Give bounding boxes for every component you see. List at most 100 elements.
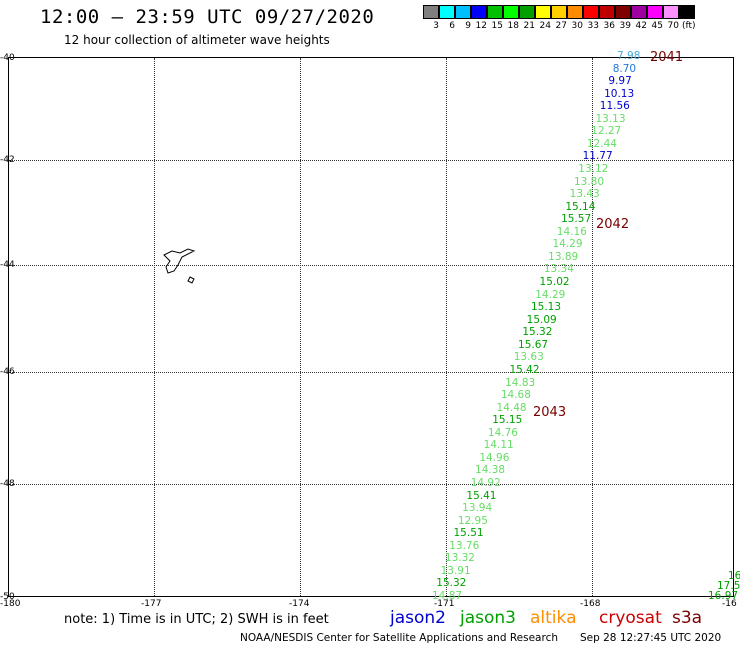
legend-entry-s3a: s3a [672, 608, 703, 628]
wave-height-value: 13.12 [578, 163, 609, 176]
colorbar-swatch [471, 5, 487, 19]
wave-height-value: 13.32 [444, 552, 475, 565]
wave-height-value: 14.48 [496, 401, 527, 414]
wave-height-value: 12.27 [591, 125, 622, 138]
colorbar-tick-label: 27 [555, 21, 567, 31]
wave-height-value: 15.57 [561, 213, 592, 226]
wave-height-value: 13.89 [548, 250, 579, 263]
wave-height-value: 13.43 [569, 188, 600, 201]
pass-number-label: 2042 [596, 217, 630, 232]
wave-height-value: 14.68 [500, 389, 531, 402]
colorbar-tick-label: 15 [491, 21, 503, 31]
wave-height-value: 15.02 [539, 276, 570, 289]
colorbar-swatch [679, 5, 695, 19]
colorbar-tick-label: 36 [603, 21, 615, 31]
latitude-label: -50 [0, 592, 15, 602]
wave-height-value: 15.09 [526, 313, 557, 326]
colorbar-tick-label: 42 [635, 21, 647, 31]
pass-number-label: 2041 [650, 50, 684, 65]
longitude-label: -174 [289, 599, 310, 609]
colorbar-swatch [487, 5, 503, 19]
colorbar-tick-label: 18 [507, 21, 519, 31]
wave-height-value: 11.77 [582, 150, 613, 163]
page-title: 12:00 – 23:59 UTC 09/27/2020 [40, 6, 375, 28]
wave-height-value: 13.80 [573, 175, 605, 188]
wave-height-value: 13.34 [543, 263, 574, 276]
wave-height-value: 14.96 [479, 451, 510, 464]
colorbar-swatch [535, 5, 551, 19]
colorbar-swatch [503, 5, 519, 19]
colorbar-swatch [647, 5, 663, 19]
latitude-label: -42 [0, 155, 15, 165]
colorbar-unit: (ft) [682, 21, 696, 31]
colorbar-swatches [423, 5, 696, 19]
wave-height-value: 12.95 [457, 514, 488, 527]
longitude-label: -16 [722, 599, 737, 609]
colorbar-tick-label: 9 [465, 21, 471, 31]
wave-height-value: 11.56 [599, 100, 630, 113]
wave-height-value: 16.97 [708, 590, 739, 602]
island-outline [158, 243, 200, 293]
colorbar-swatch [599, 5, 615, 19]
timestamp-text: Sep 28 12:27:45 UTC 2020 [580, 632, 722, 644]
colorbar-tick-label: 39 [619, 21, 631, 31]
wave-height-value: 15.13 [530, 301, 562, 314]
wave-height-value: 15.32 [436, 577, 467, 590]
colorbar-tick-label: 24 [539, 21, 551, 31]
colorbar-swatch [567, 5, 583, 19]
colorbar-tick-label: 6 [449, 21, 455, 31]
wave-height-value: 12.44 [586, 137, 617, 150]
colorbar-swatch [455, 5, 471, 19]
legend-entry-jason3: jason3 [460, 608, 516, 628]
wave-height-value: 14.87 [432, 590, 463, 602]
wave-height-value: 15.14 [565, 200, 596, 213]
colorbar-swatch [583, 5, 599, 19]
wave-height-value: 17.5 [717, 580, 740, 592]
wave-height-value: 14.92 [470, 476, 501, 489]
wave-height-value: 14.29 [552, 238, 583, 251]
grid-meridian [300, 58, 301, 596]
colorbar-swatch [631, 5, 647, 19]
grid-meridian [446, 58, 447, 596]
wave-height-value: 10.13 [604, 87, 635, 100]
credit-text: NOAA/NESDIS Center for Satellite Applica… [240, 632, 558, 644]
colorbar-tick-label: 30 [571, 21, 583, 31]
latitude-label: -48 [0, 479, 15, 489]
wave-height-value: 14.76 [487, 426, 518, 439]
wave-height-value: 15.32 [522, 326, 553, 339]
latitude-label: -46 [0, 367, 15, 377]
wave-height-value: 13.91 [440, 564, 471, 577]
wave-height-value: 15.42 [509, 363, 540, 376]
latitude-label: -40 [0, 53, 15, 63]
wave-height-value: 15.15 [492, 414, 523, 427]
longitude-label: -180 [0, 599, 21, 609]
wave-height-value: 13.63 [513, 351, 544, 364]
grid-parallel [9, 484, 733, 485]
wave-height-value: 16 [728, 570, 740, 582]
colorbar-swatch [423, 5, 439, 19]
longitude-label: -171 [434, 599, 455, 609]
grid-parallel [9, 160, 733, 161]
map-panel [8, 57, 734, 597]
wave-height-value: 14.16 [556, 225, 587, 238]
colorbar-tick-label: 70 [667, 21, 679, 31]
latitude-label: -44 [0, 260, 15, 270]
wave-height-value: 14.29 [535, 288, 566, 301]
wave-height-value: 9.97 [608, 75, 632, 88]
colorbar-tick-label: 21 [523, 21, 535, 31]
wave-height-value: 15.67 [518, 338, 549, 351]
longitude-label: -177 [141, 599, 162, 609]
units-note: note: 1) Time is in UTC; 2) SWH is in fe… [64, 612, 329, 627]
pass-number-label: 2043 [533, 405, 567, 420]
wave-height-value: 14.83 [505, 376, 536, 389]
longitude-label: -168 [580, 599, 601, 609]
wave-height-value: 15.51 [453, 527, 484, 540]
wave-height-value: 13.76 [449, 539, 480, 552]
colorbar-swatch [519, 5, 535, 19]
colorbar-tick-label: 45 [651, 21, 663, 31]
colorbar-tick-label: 33 [587, 21, 599, 31]
colorbar-tick-label: 3 [433, 21, 439, 31]
colorbar-swatch [439, 5, 455, 19]
wave-height-value: 14.11 [483, 439, 514, 452]
colorbar-ticks: 3 6 9 12 15 18 21 24 27 30 33 36 39 42 45 70 (ft) [423, 21, 696, 31]
